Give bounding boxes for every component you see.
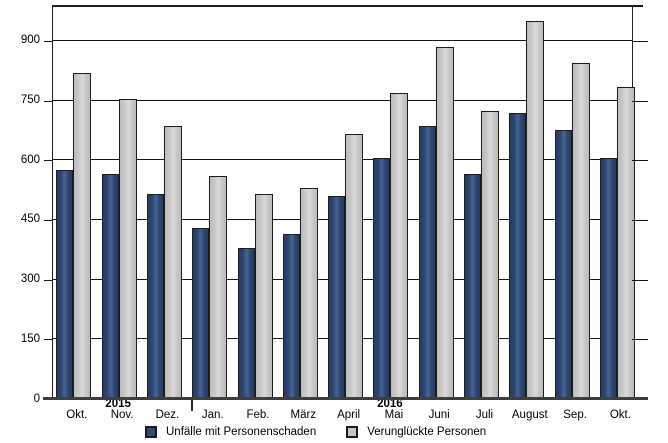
- bar-verunglueckte-6: [345, 134, 364, 399]
- y-tick-label-150: 150: [20, 332, 40, 345]
- year-label-2016: 2016: [377, 398, 403, 410]
- bar-unfaelle-12: [599, 158, 617, 399]
- x-tick-label-5: März: [290, 409, 317, 421]
- bar-unfaelle-0: [56, 170, 74, 399]
- x-tick-label-3: Jan.: [201, 409, 224, 421]
- x-tick-label-1: Nov.: [110, 409, 134, 421]
- x-tick-label-9: Juli: [475, 409, 494, 421]
- bar-verunglueckte-0: [73, 72, 92, 399]
- bar-verunglueckte-11: [571, 62, 590, 399]
- y-tick-label-300: 300: [20, 273, 40, 286]
- bar-verunglueckte-3: [209, 176, 228, 399]
- bar-unfaelle-1: [101, 174, 119, 399]
- year-separator-tick: [191, 400, 193, 411]
- bar-verunglueckte-10: [526, 20, 545, 399]
- legend-swatch-light-icon: [346, 426, 359, 438]
- bar-verunglueckte-4: [254, 194, 273, 399]
- y-tick-label-0: 0: [33, 392, 40, 405]
- y-tick-right-750: [632, 100, 648, 102]
- gridline-750: [53, 99, 632, 101]
- gridline-900: [53, 39, 632, 41]
- bar-unfaelle-9: [464, 174, 481, 399]
- y-tick-left-600: [44, 160, 52, 162]
- y-tick-left-900: [44, 40, 52, 42]
- y-tick-right-900: [632, 40, 648, 42]
- bar-unfaelle-7: [373, 158, 391, 399]
- bar-verunglueckte-1: [118, 98, 137, 399]
- y-tick-left-300: [44, 279, 52, 281]
- x-tick-label-4: Feb.: [246, 409, 270, 421]
- plot-area: [52, 5, 635, 399]
- x-tick-label-0: Okt.: [66, 409, 88, 421]
- y-tick-left-150: [44, 339, 52, 341]
- bar-unfaelle-8: [418, 126, 436, 399]
- legend-label-unfaelle: Unfälle mit Personenschaden: [166, 426, 317, 438]
- x-tick-label-7: Mai: [384, 409, 404, 421]
- bar-verunglueckte-7: [390, 92, 409, 399]
- x-tick-label-12: Okt.: [609, 409, 631, 421]
- gridline-600: [53, 159, 632, 161]
- frame-top-right-extension: [632, 5, 643, 7]
- y-tick-label-750: 750: [20, 94, 40, 106]
- y-tick-label-450: 450: [20, 213, 40, 226]
- bar-unfaelle-5: [282, 233, 300, 399]
- bar-unfaelle-4: [237, 247, 255, 399]
- legend-label-verunglueckte: Verunglückte Personen: [367, 426, 487, 438]
- bar-unfaelle-3: [192, 227, 210, 399]
- y-tick-label-600: 600: [20, 153, 40, 166]
- bar-verunglueckte-5: [299, 188, 318, 399]
- bar-verunglueckte-9: [481, 110, 499, 399]
- bar-verunglueckte-12: [616, 86, 635, 399]
- y-tick-right-150: [632, 339, 648, 341]
- x-tick-label-6: April: [337, 409, 361, 421]
- legend: Unfälle mit Personenschaden Verunglückte…: [145, 426, 486, 438]
- x-tick-label-8: Juni: [428, 409, 450, 421]
- x-tick-label-10: August: [511, 409, 548, 421]
- x-axis-line: [43, 397, 648, 400]
- y-tick-right-450: [632, 219, 648, 221]
- y-tick-right-600: [632, 160, 648, 162]
- y-tick-left-750: [44, 100, 52, 102]
- y-tick-right-300: [632, 279, 648, 281]
- x-tick-label-2: Dez.: [155, 409, 180, 421]
- year-label-2015: 2015: [105, 398, 131, 410]
- y-tick-left-450: [44, 219, 52, 221]
- y-tick-label-900: 900: [20, 34, 40, 47]
- legend-item-verunglueckte: Verunglückte Personen: [346, 426, 486, 438]
- bar-unfaelle-11: [554, 130, 572, 399]
- bar-verunglueckte-2: [163, 126, 182, 399]
- legend-swatch-dark-icon: [145, 426, 157, 438]
- bar-unfaelle-6: [328, 196, 346, 399]
- legend-item-unfaelle: Unfälle mit Personenschaden: [145, 426, 316, 438]
- bar-verunglueckte-8: [435, 46, 454, 399]
- bar-unfaelle-2: [146, 194, 164, 399]
- x-tick-label-11: Sep.: [563, 409, 587, 421]
- bar-unfaelle-10: [509, 112, 527, 399]
